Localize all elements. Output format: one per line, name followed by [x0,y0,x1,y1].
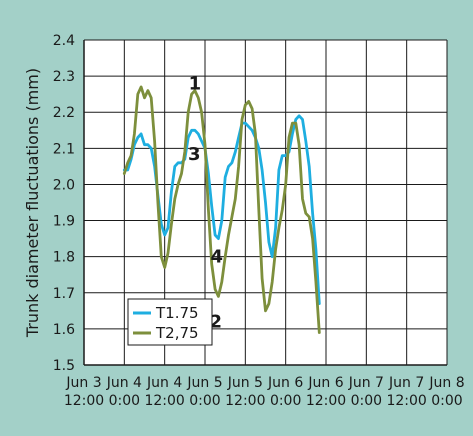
x-tick-label-time: 12:00 [144,393,184,409]
x-tick-label-day: Jun 5 [186,375,222,391]
y-tick-label: 2.1 [53,141,75,157]
annotation-label: 4 [210,247,223,268]
x-tick-label-time: 12:00 [64,393,104,409]
x-tick-label-time: 0:00 [189,393,220,409]
series-line-1 [122,85,321,334]
x-tick-label-day: Jun 5 [227,375,263,391]
x-tick-label-day: Jun 6 [307,375,343,391]
x-tick-label-time: 12:00 [386,393,426,409]
y-axis-label: Trunk diameter fluctuations (mm) [23,68,42,338]
annotation-label: 3 [188,144,201,165]
annotation-label: 2 [209,312,222,333]
y-tick-label: 2.0 [53,177,75,193]
x-tick-label-day: Jun 7 [388,375,424,391]
legend-entry: T1.75 [155,304,199,322]
y-tick-label: 1.7 [53,286,75,302]
y-tick-label: 1.5 [53,358,75,374]
annotation-label: 1 [189,73,202,94]
x-tick-label-day: Jun 7 [348,375,384,391]
x-tick-label-day: Jun 4 [106,375,142,391]
x-tick-label-day: Jun 6 [267,375,303,391]
x-tick-label-day: Jun 3 [65,375,101,391]
x-tick-label-day: Jun 4 [146,375,182,391]
y-tick-label: 2.2 [53,105,75,121]
x-tick-label-time: 12:00 [306,393,346,409]
y-tick-label: 1.9 [53,214,75,230]
y-tick-label: 2.4 [53,33,75,49]
legend-box [127,298,213,346]
x-tick-label-day: Jun 8 [428,375,464,391]
x-tick-label-time: 0:00 [270,393,301,409]
x-tick-label-time: 0:00 [431,393,462,409]
x-tick-label-time: 0:00 [351,393,382,409]
legend-entry: T2,75 [155,324,199,342]
x-tick-label-time: 0:00 [109,393,140,409]
y-tick-label: 1.8 [53,250,75,266]
x-tick-label-time: 12:00 [225,393,265,409]
y-tick-label: 2.3 [53,69,75,85]
y-tick-label: 1.6 [53,322,75,338]
